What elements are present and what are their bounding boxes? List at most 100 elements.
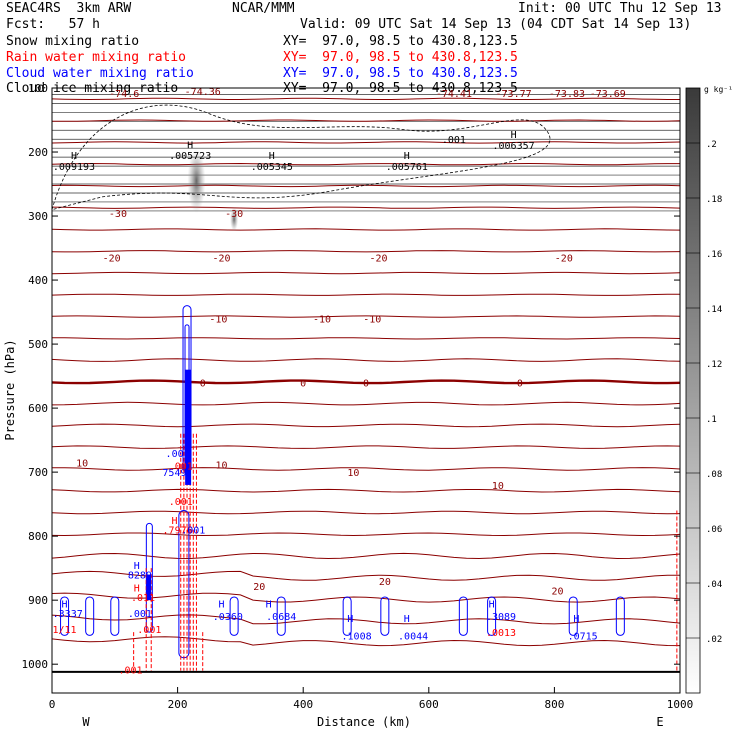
temperature-contour-label: -10	[313, 314, 331, 325]
maximum-label: .001	[442, 135, 466, 146]
x-axis-label: Distance (km)	[317, 715, 411, 729]
temperature-contour-label: 20	[552, 587, 564, 598]
maximum-label: .001	[128, 609, 152, 620]
y-tick-label: 300	[28, 210, 48, 223]
x-tick-label: 400	[293, 698, 313, 711]
maximum-label: H	[187, 140, 193, 151]
field-xy-rain: XY= 97.0, 98.5 to 430.8,123.5	[283, 50, 518, 65]
temperature-contour	[51, 401, 681, 406]
x-end-label-east: E	[656, 715, 663, 729]
colorbar-tick-label: .04	[706, 580, 722, 590]
x-tick-label: 600	[419, 698, 439, 711]
maximum-label: H	[573, 614, 579, 625]
maximum-label: .001	[169, 497, 193, 508]
temperature-contour	[51, 358, 681, 362]
plot-frame	[51, 87, 681, 694]
model-title: SEAC4RS 3km ARW	[6, 1, 132, 16]
cloud-water-contour	[458, 596, 468, 636]
maximum-label: .3089	[486, 612, 516, 623]
temperature-contour	[51, 315, 681, 318]
x-tick-label: 1000	[667, 698, 694, 711]
field-label-cloud-water: Cloud water mixing ratio	[6, 66, 194, 81]
colorbar-tick-label: .18	[706, 195, 722, 205]
maximum-label: .001	[169, 462, 193, 473]
org-label: NCAR/MMM	[232, 1, 295, 16]
maximum-label: 1/11	[53, 625, 77, 636]
maximum-label: .1008	[342, 631, 372, 642]
maximum-label: H	[171, 516, 177, 527]
maximum-label: .0360	[213, 612, 243, 623]
temperature-contour	[51, 532, 681, 537]
temperature-contour-label: -20	[555, 254, 573, 265]
temperature-contour-label: -73.69	[590, 89, 626, 100]
temperature-contour	[51, 445, 681, 449]
cloud-water-contour	[276, 596, 286, 636]
maximum-label: .005761	[386, 162, 428, 173]
colorbar-tick-label: .12	[706, 360, 722, 370]
temperature-contour-label: -10	[209, 314, 227, 325]
maximum-label: .001	[181, 526, 205, 537]
maximum-label: H	[489, 599, 495, 610]
snow-shading	[187, 148, 206, 213]
maximum-label: .005723	[169, 151, 211, 162]
temperature-contour	[52, 467, 681, 471]
maximum-label: .001	[118, 665, 142, 676]
temperature-contour-label: -20	[213, 254, 231, 265]
cloud-water-core	[185, 369, 192, 485]
cloud-water-contour	[615, 596, 625, 636]
maximum-label: H	[62, 599, 68, 610]
x-tick-label: 800	[544, 698, 564, 711]
temperature-contour	[51, 271, 681, 275]
y-tick-label: 100	[28, 82, 48, 95]
temperature-contour	[51, 488, 681, 493]
maximum-label: 7549	[162, 468, 186, 479]
temperature-contour-label: 10	[76, 459, 88, 470]
colorbar-tick-label: .2	[706, 140, 717, 150]
y-tick-label: 400	[28, 274, 48, 287]
y-tick-label: 200	[28, 146, 48, 159]
cloud-water-contour	[568, 596, 578, 636]
colorbar-tick-label: .14	[706, 305, 722, 315]
temperature-contour-label: -10	[363, 314, 381, 325]
maximum-label: H	[511, 130, 517, 141]
temperature-contour-label: 0	[200, 378, 206, 389]
cloud-water-contour	[380, 596, 390, 636]
temperature-contour-label: -74.6	[109, 89, 139, 100]
temperature-contour-label: 20	[253, 582, 265, 593]
temperature-contour	[51, 228, 681, 231]
temperature-contour-label: 10	[492, 481, 504, 492]
maximum-label: .006357	[493, 141, 535, 152]
cloud-water-contour	[110, 596, 120, 636]
y-tick-label: 900	[28, 594, 48, 607]
y-tick-label: 1000	[22, 658, 49, 671]
temperature-contour	[51, 119, 681, 122]
maximum-label: H	[404, 151, 410, 162]
temperature-contour	[51, 614, 681, 625]
temperature-contour	[51, 293, 681, 296]
maximum-label: .0044	[398, 631, 428, 642]
field-xy-cloud-water: XY= 97.0, 98.5 to 430.8,123.5	[283, 66, 518, 81]
field-label-snow: Snow mixing ratio	[6, 34, 140, 49]
temperature-contour	[51, 141, 681, 144]
maximum-label: H	[269, 151, 275, 162]
maximum-label: H	[219, 599, 225, 610]
cloud-water-contour	[229, 596, 239, 636]
temperature-contour-label: -74.36	[185, 87, 221, 98]
forecast-hour: Fcst: 57 h	[6, 17, 100, 32]
maximum-label: .0013	[486, 628, 516, 639]
colorbar-tick-label: .08	[706, 470, 722, 480]
maximum-label: .0715	[568, 631, 598, 642]
temperature-contour-label: -74.41	[436, 89, 472, 100]
temperature-contour	[51, 206, 681, 209]
y-tick-label: 600	[28, 402, 48, 415]
field-xy-snow: XY= 97.0, 98.5 to 430.8,123.5	[283, 34, 518, 49]
colorbar-tick-label: .02	[706, 635, 722, 645]
temperature-contour-label: 0	[517, 378, 523, 389]
colorbar-tick-label: .16	[706, 250, 722, 260]
y-tick-label: 700	[28, 466, 48, 479]
maximum-label: .3337	[53, 609, 83, 620]
temperature-contour	[51, 379, 681, 385]
temperature-contour-label: -30	[109, 209, 127, 220]
maximum-label: .005345	[251, 162, 293, 173]
init-time: Init: 00 UTC Thu 12 Sep 13	[518, 1, 722, 16]
